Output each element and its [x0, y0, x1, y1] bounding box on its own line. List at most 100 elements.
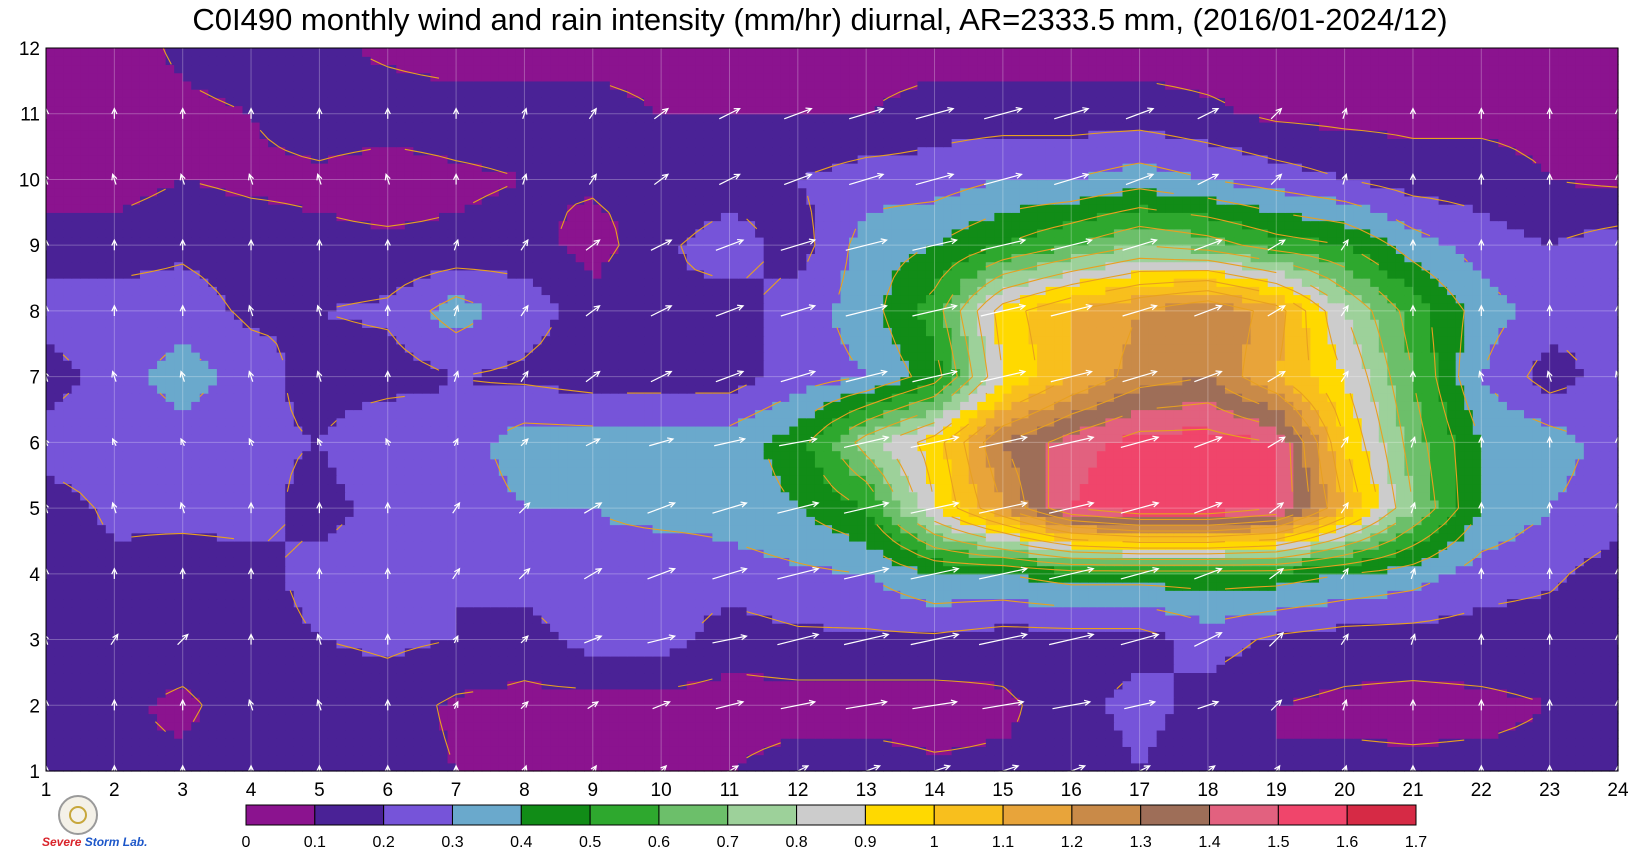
heatmap-cell — [960, 549, 970, 558]
heatmap-cell — [1207, 655, 1218, 665]
heatmap-cell — [97, 762, 107, 772]
heatmap-cell — [1609, 664, 1619, 674]
heatmap-cell — [1455, 688, 1465, 698]
heatmap-cell — [712, 664, 722, 674]
heatmap-cell — [268, 590, 278, 600]
heatmap-cell — [1532, 557, 1542, 567]
heatmap-cell — [310, 639, 320, 649]
heatmap-cell — [780, 688, 790, 698]
heatmap-cell — [233, 565, 244, 575]
heatmap-cell — [609, 688, 620, 698]
heatmap-cell — [891, 729, 901, 739]
heatmap-cell — [1062, 631, 1072, 641]
heatmap-cell — [404, 573, 414, 583]
heatmap-cell — [54, 664, 64, 674]
heatmap-cell — [1318, 655, 1329, 665]
heatmap-cell — [498, 746, 508, 756]
heatmap-cell — [712, 688, 722, 698]
heatmap-cell — [1336, 557, 1346, 567]
heatmap-cell — [63, 713, 73, 723]
heatmap-cell — [678, 614, 688, 624]
heatmap-cell — [1524, 705, 1534, 715]
heatmap-cell — [336, 647, 346, 657]
heatmap-cell — [832, 746, 842, 756]
heatmap-cell — [729, 590, 739, 600]
heatmap-cell — [131, 631, 141, 641]
heatmap-cell — [430, 688, 440, 698]
heatmap-cell — [1455, 754, 1465, 764]
heatmap-cell — [490, 631, 500, 641]
heatmap-cell — [225, 655, 235, 665]
heatmap-cell — [558, 697, 568, 706]
heatmap-cell — [1575, 713, 1585, 723]
heatmap-cell — [1293, 705, 1303, 715]
heatmap-cell — [345, 697, 355, 706]
heatmap-cell — [1096, 672, 1106, 682]
heatmap-cell — [763, 664, 773, 674]
heatmap-cell — [285, 754, 295, 764]
heatmap-cell — [1216, 738, 1226, 747]
heatmap-cell — [114, 598, 124, 608]
heatmap-cell — [259, 549, 269, 558]
heatmap-cell — [174, 688, 184, 698]
heatmap-cell — [268, 754, 278, 764]
heatmap-cell — [242, 688, 252, 698]
heatmap-cell — [404, 721, 414, 731]
heatmap-cell — [1438, 639, 1448, 649]
heatmap-cell — [1225, 573, 1235, 583]
heatmap-cell — [216, 606, 227, 616]
heatmap-cell — [268, 631, 278, 641]
heatmap-cell — [1592, 721, 1602, 731]
heatmap-cell — [985, 664, 995, 674]
heatmap-cell — [464, 639, 474, 649]
heatmap-cell — [1455, 606, 1465, 616]
heatmap-cell — [515, 631, 526, 641]
heatmap-cell — [63, 680, 73, 690]
heatmap-cell — [1301, 631, 1312, 641]
heatmap-cell — [738, 713, 748, 723]
heatmap-cell — [1472, 557, 1482, 567]
heatmap-cell — [174, 754, 184, 764]
heatmap-cell — [148, 540, 158, 550]
heatmap-cell — [1096, 573, 1106, 583]
heatmap-cell — [703, 680, 713, 690]
heatmap-cell — [1344, 606, 1354, 616]
heatmap-cell — [1378, 754, 1388, 764]
heatmap-cell — [54, 680, 64, 690]
heatmap-cell — [738, 672, 748, 682]
heatmap-cell — [225, 565, 235, 575]
heatmap-cell — [319, 565, 329, 575]
heatmap-cell — [157, 713, 167, 723]
heatmap-cell — [1609, 697, 1619, 706]
heatmap-cell — [387, 639, 397, 649]
heatmap-cell — [720, 598, 731, 608]
heatmap-cell — [584, 573, 594, 583]
heatmap-cell — [481, 614, 491, 624]
heatmap-cell — [1156, 573, 1166, 583]
heatmap-cell — [1002, 573, 1013, 583]
heatmap-cell — [71, 688, 81, 698]
heatmap-cell — [1447, 614, 1457, 624]
heatmap-cell — [917, 631, 927, 641]
heatmap-cell — [968, 623, 978, 632]
heatmap-cell — [88, 688, 98, 698]
heatmap-cell — [421, 672, 432, 682]
heatmap-cell — [63, 664, 73, 674]
heatmap-cell — [686, 557, 696, 567]
heatmap-cell — [1139, 639, 1149, 649]
heatmap-cell — [686, 590, 696, 600]
heatmap-cell — [832, 688, 842, 698]
heatmap-cell — [507, 738, 517, 747]
heatmap-cell — [1131, 573, 1141, 583]
heatmap-cell — [1207, 557, 1218, 567]
heatmap-cell — [1267, 598, 1277, 608]
heatmap-cell — [387, 680, 397, 690]
heatmap-cell — [370, 746, 380, 756]
heatmap-cell — [148, 680, 158, 690]
heatmap-cell — [1318, 721, 1329, 731]
heatmap-cell — [88, 606, 98, 616]
heatmap-cell — [71, 639, 81, 649]
heatmap-cell — [1267, 738, 1277, 747]
heatmap-cell — [1062, 614, 1072, 624]
heatmap-cell — [1370, 565, 1380, 575]
